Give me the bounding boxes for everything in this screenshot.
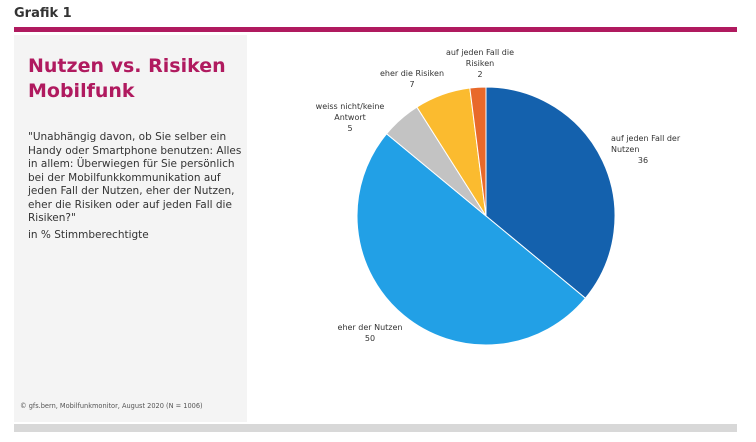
pie-slice-5: [469, 86, 487, 217]
pie-labels: auf jeden Fall der Nutzen 36 eher der Nutze…: [316, 48, 681, 343]
source-note: © gfs.bern, Mobilfunkmonitor, August 202…: [20, 402, 203, 410]
figure-label: Grafik 1: [14, 6, 72, 21]
slice-label-4: eher die Risiken 7: [380, 69, 444, 89]
pie-slice-2: [356, 133, 587, 346]
pie-slice-1: [485, 86, 616, 299]
slice-label-2: eher der Nutzen 50: [338, 323, 403, 343]
top-accent-rule: [14, 27, 737, 32]
chart-title: Nutzen vs. Risiken Mobilfunk: [28, 55, 226, 102]
pie-slices: [356, 86, 616, 346]
left-info-panel: [14, 35, 247, 422]
bottom-bar: [14, 424, 737, 432]
slice-label-5: auf jeden Fall die Risiken 2: [446, 48, 514, 79]
slice-label-1: auf jeden Fall der Nutzen 36: [611, 134, 681, 165]
survey-question: "Unabhängig davon, ob Sie selber ein Han…: [28, 131, 242, 224]
unit-note: in % Stimmberechtigte: [28, 229, 149, 241]
slice-label-3: weiss nicht/keine Antwort 5: [316, 102, 385, 133]
